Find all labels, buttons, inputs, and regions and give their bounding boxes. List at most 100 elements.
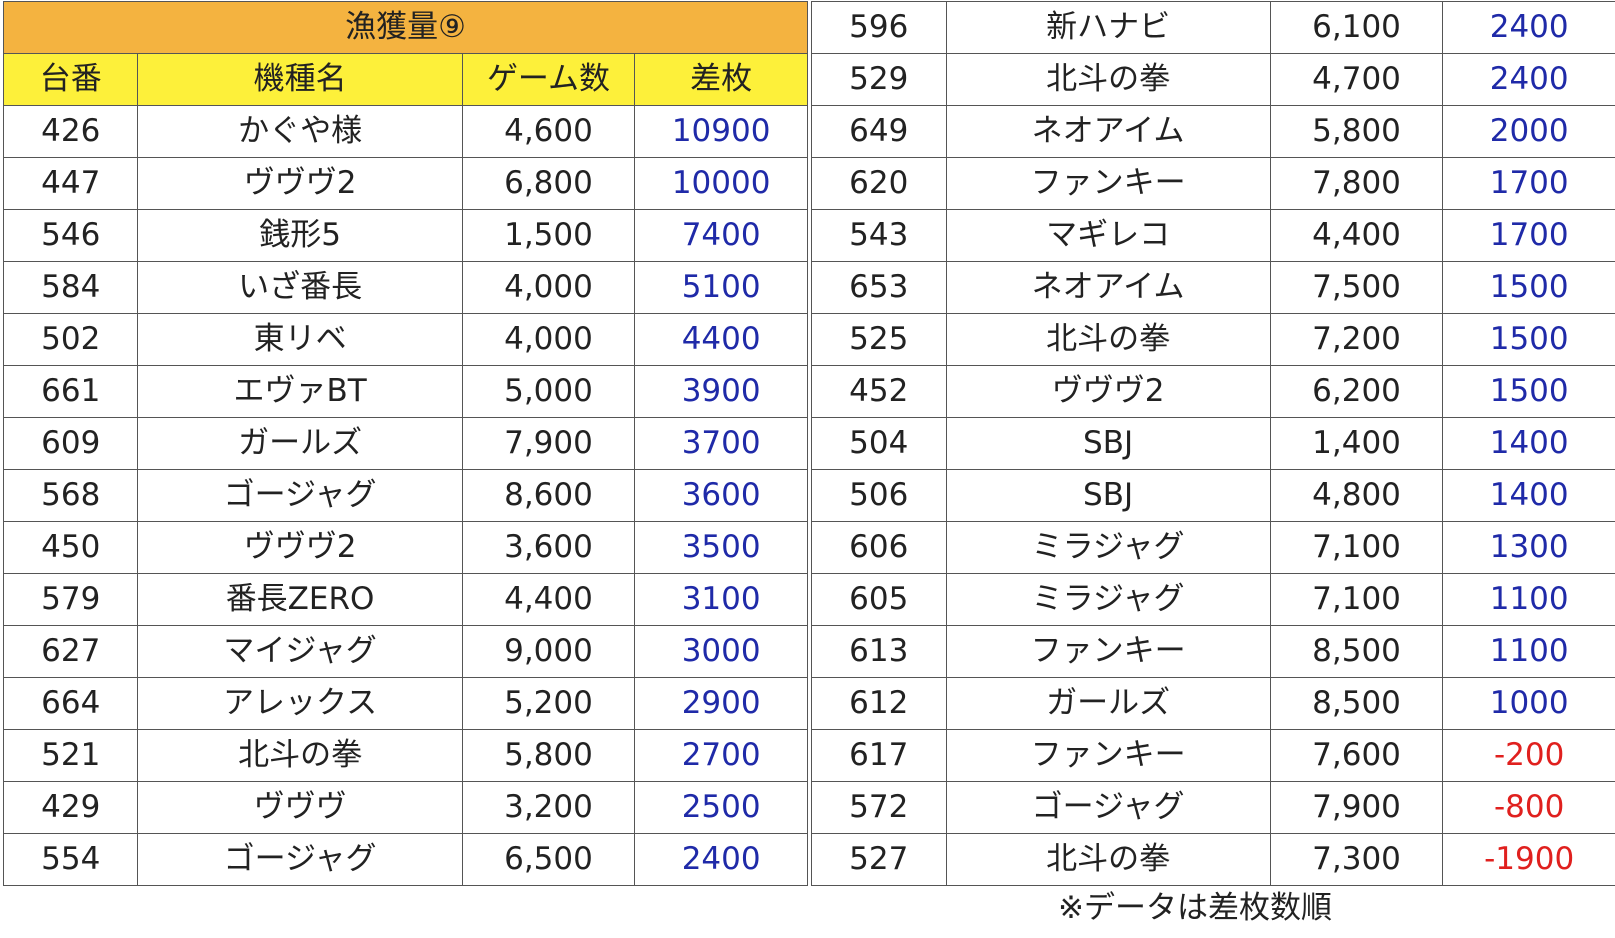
coin-difference-cell: 1500 — [1442, 365, 1615, 418]
coin-difference-cell: 3600 — [634, 469, 808, 522]
machine-name-cell: いざ番長 — [137, 261, 463, 314]
coin-difference-cell: 1400 — [1442, 417, 1615, 470]
table-row: 606 ミラジャグ 7,100 1300 — [811, 521, 1615, 574]
table-row: 429 ヴヴヴ 3,200 2500 — [2, 781, 808, 834]
game-count-cell: 5,000 — [461, 365, 636, 418]
machine-name-cell: ガールズ — [137, 417, 463, 470]
machine-number-cell: 529 — [811, 53, 947, 106]
coin-difference-cell: 1400 — [1442, 469, 1615, 522]
machine-name-cell: 北斗の拳 — [137, 729, 463, 782]
table-row: 529 北斗の拳 4,700 2400 — [811, 53, 1615, 106]
coin-difference-cell: -800 — [1442, 781, 1615, 834]
game-count-cell: 7,100 — [1269, 573, 1444, 626]
table-row: 627 マイジャグ 9,000 3000 — [2, 625, 808, 678]
coin-difference-cell: -1900 — [1442, 833, 1615, 886]
coin-difference-cell: 2700 — [634, 729, 808, 782]
machine-name-cell: 番長ZERO — [137, 573, 463, 626]
machine-number-cell: 450 — [2, 521, 139, 574]
table-row: 506 SBJ 4,800 1400 — [811, 469, 1615, 522]
table-row: 568 ゴージャグ 8,600 3600 — [2, 469, 808, 522]
machine-name-cell: 東リベ — [137, 313, 463, 366]
game-count-cell: 4,400 — [1269, 209, 1444, 262]
machine-name-cell: アレックス — [137, 677, 463, 730]
machine-number-cell: 543 — [811, 209, 947, 262]
machine-number-cell: 452 — [811, 365, 947, 418]
coin-difference-cell: 1100 — [1442, 625, 1615, 678]
game-count-cell: 6,100 — [1269, 1, 1444, 54]
coin-difference-cell: 1700 — [1442, 209, 1615, 262]
machine-number-cell: 613 — [811, 625, 947, 678]
results-table-left: 漁獲量⑨ 台番 機種名 ゲーム数 差枚 426 かぐや様 4,600 10900 447… — [2, 1, 808, 886]
table-row: 521 北斗の拳 5,800 2700 — [2, 729, 808, 782]
table-row: 546 銭形5 1,500 7400 — [2, 209, 808, 262]
table-row: 527 北斗の拳 7,300 -1900 — [811, 833, 1615, 886]
machine-number-cell: 447 — [2, 157, 139, 210]
machine-name-cell: エヴァBT — [137, 365, 463, 418]
table-row: 452 ヴヴヴ2 6,200 1500 — [811, 365, 1615, 418]
table-row: 525 北斗の拳 7,200 1500 — [811, 313, 1615, 366]
machine-name-cell: SBJ — [945, 417, 1271, 470]
game-count-cell: 7,100 — [1269, 521, 1444, 574]
table-row: 447 ヴヴヴ2 6,800 10000 — [2, 157, 808, 210]
table-row: 426 かぐや様 4,600 10900 — [2, 105, 808, 158]
coin-difference-cell: 3000 — [634, 625, 808, 678]
machine-number-cell: 664 — [2, 677, 139, 730]
game-count-cell: 7,300 — [1269, 833, 1444, 886]
table-row: 502 東リベ 4,000 4400 — [2, 313, 808, 366]
machine-name-cell: ミラジャグ — [945, 521, 1271, 574]
coin-difference-cell: 3100 — [634, 573, 808, 626]
machine-name-cell: 北斗の拳 — [945, 833, 1271, 886]
game-count-cell: 5,200 — [461, 677, 636, 730]
machine-number-cell: 504 — [811, 417, 947, 470]
table-row: 596 新ハナビ 6,100 2400 — [811, 1, 1615, 54]
title-row: 漁獲量⑨ — [3, 1, 808, 54]
game-count-cell: 6,200 — [1269, 365, 1444, 418]
game-count-cell: 9,000 — [461, 625, 636, 678]
table-row: 649 ネオアイム 5,800 2000 — [811, 105, 1615, 158]
game-count-cell: 4,000 — [461, 313, 636, 366]
coin-difference-cell: 2400 — [1442, 1, 1615, 54]
game-count-cell: 1,500 — [461, 209, 636, 262]
machine-number-cell: 546 — [2, 209, 139, 262]
game-count-cell: 7,500 — [1269, 261, 1444, 314]
coin-difference-cell: 1100 — [1442, 573, 1615, 626]
game-count-cell: 4,700 — [1269, 53, 1444, 106]
machine-number-cell: 579 — [2, 573, 139, 626]
coin-difference-cell: 1700 — [1442, 157, 1615, 210]
machine-name-cell: ヴヴヴ — [137, 781, 463, 834]
machine-number-cell: 502 — [2, 313, 139, 366]
sort-order-note: ※データは差枚数順 — [1058, 890, 1332, 926]
machine-name-cell: ファンキー — [945, 625, 1271, 678]
results-table-right: 596 新ハナビ 6,100 2400 529 北斗の拳 4,700 2400 649 ネオアイム… — [811, 1, 1615, 886]
table-row: 661 エヴァBT 5,000 3900 — [2, 365, 808, 418]
machine-number-cell: 506 — [811, 469, 947, 522]
machine-name-cell: ゴージャグ — [945, 781, 1271, 834]
game-count-cell: 8,500 — [1269, 625, 1444, 678]
machine-number-cell: 627 — [2, 625, 139, 678]
machine-name-cell: かぐや様 — [137, 105, 463, 158]
machine-number-cell: 572 — [811, 781, 947, 834]
table-row: 605 ミラジャグ 7,100 1100 — [811, 573, 1615, 626]
header-coin-difference: 差枚 — [634, 53, 808, 106]
game-count-cell: 7,900 — [1269, 781, 1444, 834]
game-count-cell: 3,200 — [461, 781, 636, 834]
machine-number-cell: 568 — [2, 469, 139, 522]
machine-number-cell: 605 — [811, 573, 947, 626]
game-count-cell: 8,500 — [1269, 677, 1444, 730]
game-count-cell: 4,000 — [461, 261, 636, 314]
game-count-cell: 7,900 — [461, 417, 636, 470]
table-row: 450 ヴヴヴ2 3,600 3500 — [2, 521, 808, 574]
machine-name-cell: ネオアイム — [945, 105, 1271, 158]
machine-number-cell: 653 — [811, 261, 947, 314]
coin-difference-cell: -200 — [1442, 729, 1615, 782]
table-row: 653 ネオアイム 7,500 1500 — [811, 261, 1615, 314]
machine-name-cell: ヴヴヴ2 — [137, 157, 463, 210]
machine-name-cell: 北斗の拳 — [945, 53, 1271, 106]
machine-name-cell: ヴヴヴ2 — [945, 365, 1271, 418]
coin-difference-cell: 1000 — [1442, 677, 1615, 730]
machine-number-cell: 612 — [811, 677, 947, 730]
coin-difference-cell: 10000 — [634, 157, 808, 210]
machine-number-cell: 620 — [811, 157, 947, 210]
game-count-cell: 5,800 — [461, 729, 636, 782]
table-row: 504 SBJ 1,400 1400 — [811, 417, 1615, 470]
